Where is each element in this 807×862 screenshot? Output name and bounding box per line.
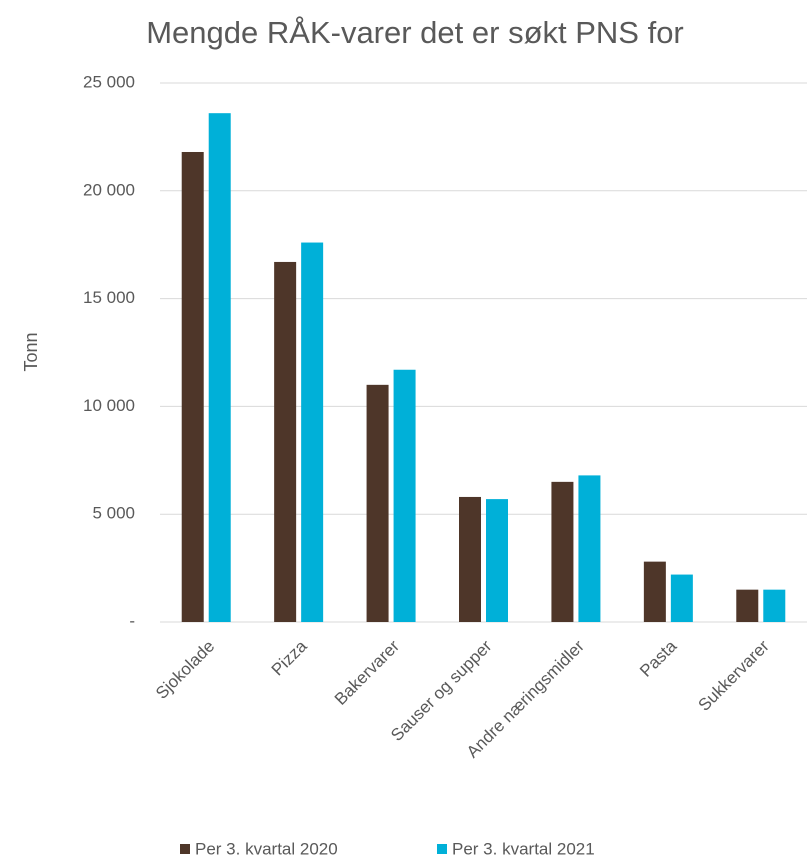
x-tick-label: Pasta [636, 636, 681, 681]
bar [393, 369, 416, 622]
y-tick-label: 20 000 [83, 180, 135, 199]
bar [486, 499, 508, 622]
bar [366, 384, 389, 622]
y-tick-label: - [129, 611, 135, 630]
y-tick-label: 15 000 [83, 288, 135, 307]
y-tick-label: 25 000 [83, 72, 135, 91]
legend-label: Per 3. kvartal 2020 [195, 839, 338, 858]
bar [670, 574, 693, 622]
bar [301, 242, 324, 622]
bar [763, 589, 786, 622]
bar [643, 561, 666, 622]
x-tick-label: Sjokolade [152, 637, 218, 703]
legend-swatch [437, 844, 447, 854]
legend-swatch [180, 844, 190, 854]
chart-title: Mengde RÅK-varer det er søkt PNS for [146, 15, 684, 50]
x-tick-label: Pizza [268, 636, 311, 679]
legend-label: Per 3. kvartal 2021 [452, 839, 595, 858]
x-tick-label: Bakervarer [331, 636, 403, 708]
y-tick-label: 10 000 [83, 396, 135, 415]
bar [578, 475, 601, 622]
bar [551, 481, 574, 622]
bar [736, 589, 759, 622]
x-tick-label: Sukkervarer [695, 636, 773, 714]
x-tick-label: Sauser og supper [387, 636, 496, 745]
bar [459, 496, 481, 622]
y-tick-label: 5 000 [92, 504, 135, 523]
bar [181, 151, 204, 622]
bar [208, 113, 231, 623]
bar [274, 261, 297, 622]
y-axis-label: Tonn [21, 332, 41, 371]
